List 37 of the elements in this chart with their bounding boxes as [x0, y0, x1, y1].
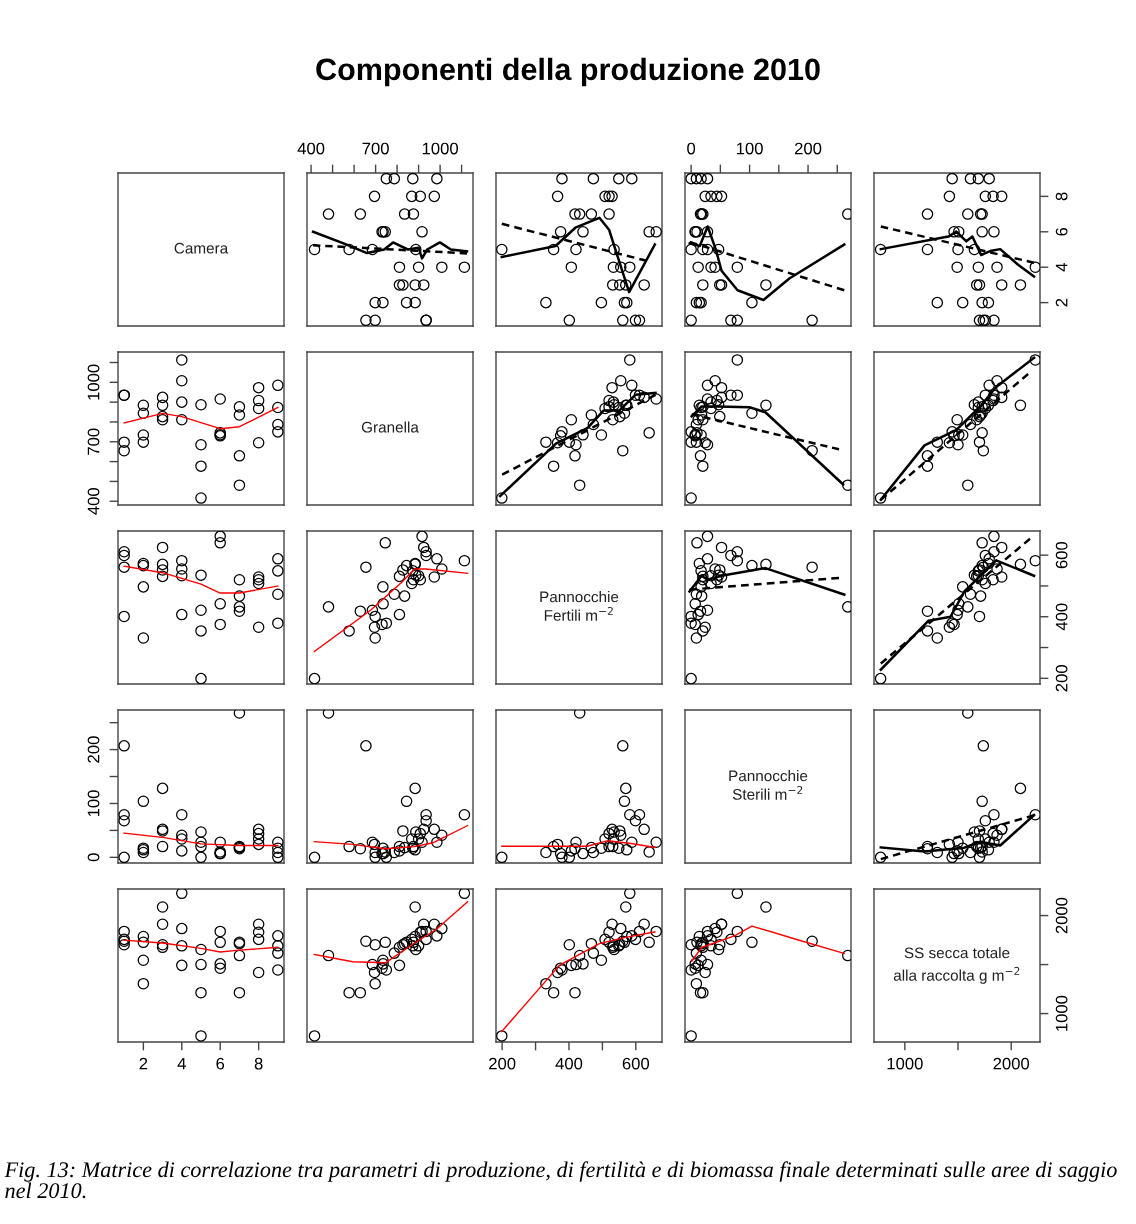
x-tick-label: 1000 [887, 1057, 923, 1070]
text: Componenti della produzione 2010 [316, 57, 820, 87]
y-tick-label: 2 [1055, 298, 1068, 307]
x-tick-label: 6 [216, 1057, 225, 1070]
annotation: SS secca totale alla raccolta g m$^{−2}$ [893, 947, 1020, 984]
y-tick-label: 1000 [1055, 995, 1068, 1031]
y-tick-label: 8 [1055, 192, 1068, 201]
y-tick-label: 100 [87, 790, 100, 817]
text: Granella [361, 421, 419, 433]
x-tick-label: 200 [794, 142, 822, 155]
y-tick-label: 200 [87, 736, 100, 763]
y-tick-label: 400 [87, 487, 100, 515]
text: Pannocchie Sterili m$^{−2}$ [729, 770, 808, 800]
text: Pannocchie Fertili m$^{−2}$ [540, 591, 619, 621]
x-tick-label: 400 [555, 1057, 583, 1070]
y-tick-label: 400 [1055, 603, 1068, 631]
y-tick-label: 1000 [87, 364, 100, 400]
x-tick-label: 600 [622, 1057, 650, 1070]
y-tick-label: 2000 [1055, 897, 1068, 934]
x-tick-label: 2 [139, 1057, 148, 1070]
x-tick-label: 400 [297, 142, 325, 155]
x-tick-label: 700 [362, 142, 389, 155]
x-tick-label: 8 [254, 1057, 263, 1070]
x-tick-label: 2000 [993, 1057, 1030, 1070]
y-tick-label: 600 [1055, 541, 1068, 569]
x-tick-label: 200 [489, 1057, 516, 1070]
text: Camera [174, 242, 229, 254]
x-tick-label: 1000 [422, 142, 458, 155]
y-tick-label: 200 [1055, 665, 1068, 692]
caption: Fig. 13: Matrice di correlazione tra parametri di produzione, di fertilità e di biomassa finale determinati sulle aree di saggio nel 2010. [4, 1161, 1117, 1199]
x-tick-label: 0 [687, 142, 696, 155]
y-tick-label: 0 [87, 853, 100, 862]
y-tick-label: 6 [1055, 227, 1068, 236]
y-tick-label: 4 [1055, 263, 1068, 272]
y-tick-label: 700 [87, 428, 100, 455]
x-tick-label: 4 [177, 1057, 186, 1070]
x-tick-label: 100 [736, 142, 763, 155]
